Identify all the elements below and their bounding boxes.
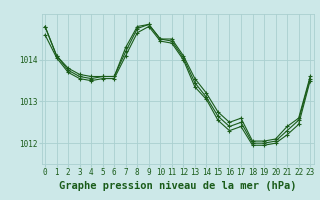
X-axis label: Graphe pression niveau de la mer (hPa): Graphe pression niveau de la mer (hPa) bbox=[59, 181, 296, 191]
